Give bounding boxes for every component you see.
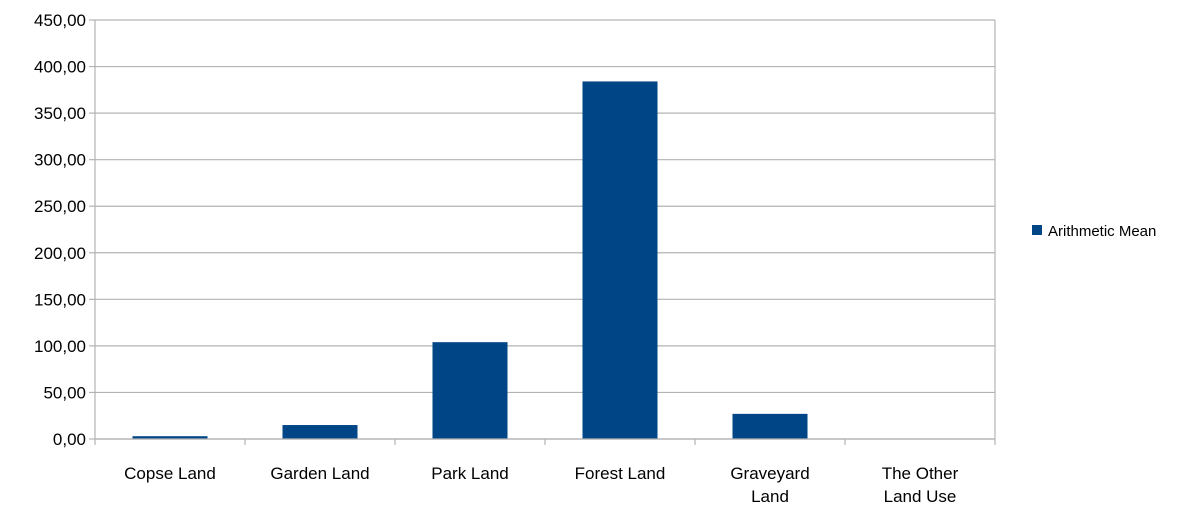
x-category-label: Copse Land — [124, 464, 216, 483]
x-category-label: Garden Land — [270, 464, 369, 483]
y-tick-label: 350,00 — [34, 104, 86, 123]
bar — [282, 425, 358, 439]
y-tick-label: 0,00 — [53, 430, 86, 449]
y-tick-label: 150,00 — [34, 290, 86, 309]
legend-swatch — [1032, 225, 1042, 235]
x-category-label: Graveyard — [730, 464, 809, 483]
bar — [732, 413, 808, 439]
bars — [132, 81, 808, 439]
x-category-labels: Copse Land Garden Land Park Land Forest Lan… — [124, 464, 958, 506]
bar — [582, 81, 658, 439]
y-tick-label: 50,00 — [43, 383, 86, 402]
legend: Arithmetic Mean — [1032, 223, 1156, 240]
x-category-label: Park Land — [431, 464, 509, 483]
x-category-label: Forest Land — [575, 464, 666, 483]
y-tick-labels: 0,00 50,00 100,00 150,00 200,00 250,00 300,00 3… — [34, 11, 86, 449]
axes — [89, 19, 996, 445]
bar — [132, 436, 208, 439]
y-tick-label: 100,00 — [34, 337, 86, 356]
x-category-label: The Other — [882, 464, 959, 483]
bar — [432, 342, 508, 439]
y-tick-label: 200,00 — [34, 244, 86, 263]
x-category-label: Land Use — [884, 487, 957, 506]
gridlines — [95, 19, 995, 440]
y-tick-label: 250,00 — [34, 197, 86, 216]
y-tick-label: 450,00 — [34, 11, 86, 30]
y-tick-label: 400,00 — [34, 58, 86, 77]
y-tick-label: 300,00 — [34, 151, 86, 170]
legend-label: Arithmetic Mean — [1048, 223, 1156, 240]
x-category-label: Land — [751, 487, 789, 506]
